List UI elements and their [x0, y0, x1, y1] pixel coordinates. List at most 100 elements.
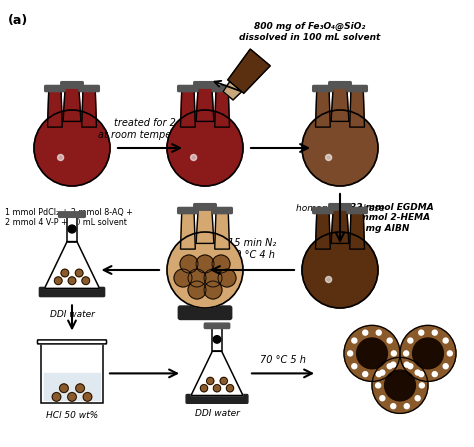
FancyBboxPatch shape [59, 212, 85, 217]
FancyBboxPatch shape [61, 82, 83, 88]
Circle shape [415, 396, 420, 401]
FancyBboxPatch shape [178, 306, 232, 320]
Circle shape [380, 396, 385, 401]
Circle shape [419, 383, 424, 388]
Circle shape [356, 338, 387, 369]
Circle shape [404, 351, 409, 356]
Circle shape [227, 384, 234, 392]
FancyBboxPatch shape [37, 340, 107, 344]
Circle shape [376, 383, 381, 388]
Polygon shape [44, 373, 100, 401]
Circle shape [419, 371, 424, 377]
Circle shape [76, 384, 84, 392]
FancyBboxPatch shape [186, 395, 248, 403]
Text: homogenous phase: homogenous phase [296, 204, 384, 213]
Circle shape [391, 404, 396, 409]
Circle shape [415, 370, 420, 375]
Circle shape [391, 362, 396, 367]
Circle shape [191, 155, 197, 160]
Text: (a): (a) [8, 14, 28, 27]
Circle shape [384, 370, 415, 401]
Polygon shape [196, 87, 214, 122]
Circle shape [60, 384, 68, 392]
Text: 70 °C 5 h: 70 °C 5 h [260, 355, 306, 365]
Text: DDI water: DDI water [50, 310, 94, 320]
Circle shape [188, 281, 206, 299]
Circle shape [167, 110, 243, 186]
FancyBboxPatch shape [212, 207, 232, 214]
Circle shape [212, 255, 230, 273]
Circle shape [387, 338, 392, 343]
Polygon shape [212, 328, 222, 351]
Circle shape [204, 269, 222, 287]
FancyBboxPatch shape [313, 207, 333, 214]
Polygon shape [316, 91, 330, 127]
Circle shape [213, 336, 221, 343]
Circle shape [204, 281, 222, 299]
FancyBboxPatch shape [194, 82, 216, 88]
Circle shape [220, 377, 228, 384]
Circle shape [352, 364, 357, 369]
Circle shape [174, 269, 192, 287]
Circle shape [191, 276, 197, 283]
Circle shape [363, 330, 368, 335]
Circle shape [213, 384, 220, 392]
Circle shape [376, 330, 381, 335]
Circle shape [68, 277, 76, 285]
Circle shape [326, 155, 332, 160]
Polygon shape [331, 209, 349, 244]
Circle shape [83, 392, 92, 401]
Circle shape [167, 232, 243, 308]
Circle shape [302, 232, 378, 308]
FancyBboxPatch shape [347, 207, 367, 214]
FancyBboxPatch shape [329, 204, 351, 210]
Circle shape [447, 351, 452, 356]
Circle shape [326, 276, 332, 283]
Polygon shape [181, 91, 195, 127]
Text: 32 mmol EGDMA
8 mmol 2-HEMA
60 mg AIBN: 32 mmol EGDMA 8 mmol 2-HEMA 60 mg AIBN [350, 203, 434, 233]
FancyBboxPatch shape [45, 85, 65, 92]
Text: HCl 50 wt%: HCl 50 wt% [46, 411, 98, 420]
Circle shape [218, 269, 236, 287]
Polygon shape [191, 351, 243, 396]
Circle shape [372, 358, 428, 413]
Polygon shape [215, 91, 229, 127]
Text: 1 mmol PdCl₂ + 2 mmol 8-AQ +
2 mmol 4 V-P + 50 mL solvent: 1 mmol PdCl₂ + 2 mmol 8-AQ + 2 mmol 4 V-… [5, 208, 133, 228]
Circle shape [432, 371, 437, 377]
Circle shape [387, 364, 392, 369]
FancyBboxPatch shape [79, 85, 100, 92]
FancyBboxPatch shape [178, 207, 198, 214]
Circle shape [400, 325, 456, 381]
Polygon shape [45, 241, 100, 288]
Circle shape [188, 269, 206, 287]
Polygon shape [350, 213, 365, 249]
Circle shape [404, 404, 409, 409]
Polygon shape [67, 216, 77, 241]
Circle shape [180, 255, 198, 273]
FancyBboxPatch shape [204, 323, 230, 329]
Circle shape [302, 110, 378, 186]
FancyBboxPatch shape [313, 85, 333, 92]
Circle shape [347, 351, 353, 356]
Text: treated for 2 h
at room temperature: treated for 2 h at room temperature [99, 118, 201, 140]
Text: 800 mg of Fe₃O₄@SiO₂
dissolved in 100 mL solvent: 800 mg of Fe₃O₄@SiO₂ dissolved in 100 mL… [239, 22, 381, 42]
Circle shape [392, 351, 396, 356]
Circle shape [55, 277, 62, 285]
Circle shape [75, 269, 83, 277]
Circle shape [34, 110, 110, 186]
FancyBboxPatch shape [194, 204, 216, 210]
Circle shape [61, 269, 69, 277]
Polygon shape [215, 213, 229, 249]
Circle shape [432, 330, 437, 335]
Circle shape [363, 371, 368, 377]
Polygon shape [41, 343, 103, 403]
Circle shape [201, 384, 208, 392]
Circle shape [443, 364, 448, 369]
FancyBboxPatch shape [212, 85, 232, 92]
FancyBboxPatch shape [329, 82, 351, 88]
Polygon shape [82, 91, 97, 127]
Circle shape [207, 377, 214, 384]
Circle shape [352, 338, 357, 343]
Circle shape [419, 330, 424, 335]
Circle shape [196, 255, 214, 273]
